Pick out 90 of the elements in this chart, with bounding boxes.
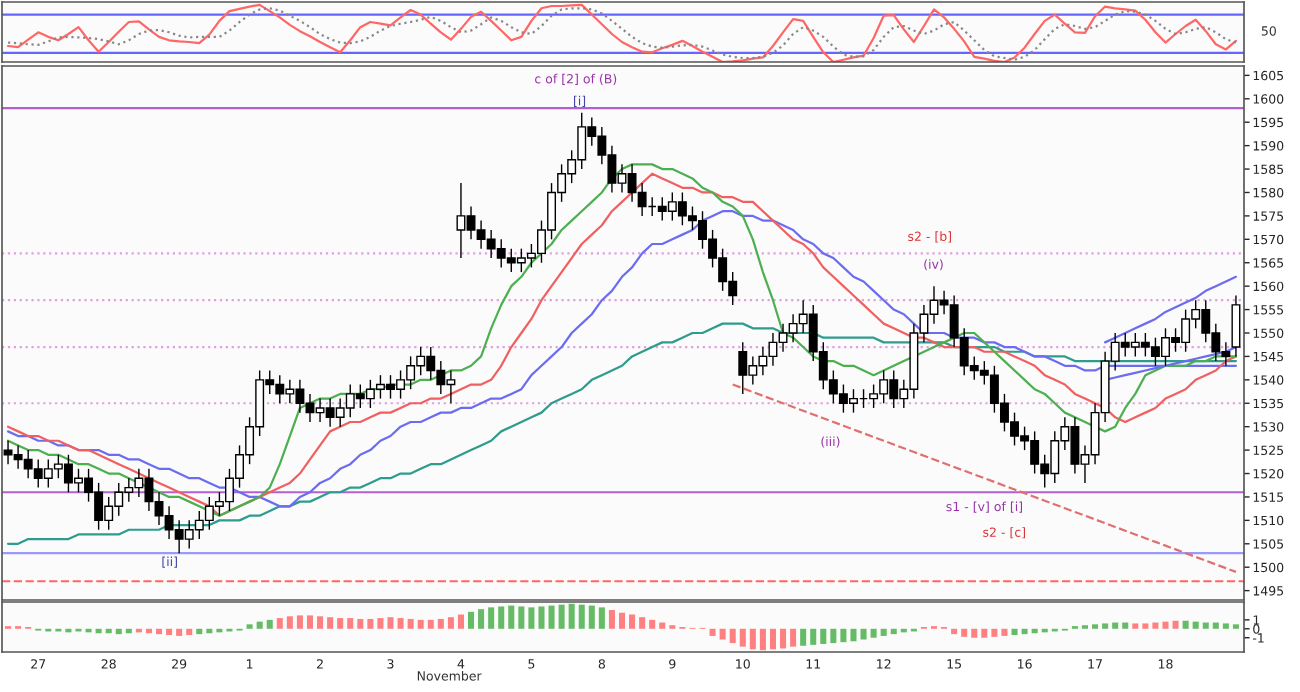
bar (407, 618, 414, 629)
bar (155, 628, 163, 635)
bar (890, 628, 897, 635)
bar (286, 616, 293, 629)
bar (528, 607, 535, 629)
bar (769, 628, 776, 650)
bar (478, 609, 485, 629)
bar (578, 604, 585, 629)
bar (568, 603, 575, 629)
bar (820, 628, 827, 644)
bar (186, 628, 193, 636)
bar (457, 614, 464, 629)
bar (538, 606, 545, 629)
bar (1172, 620, 1179, 629)
bar (266, 619, 273, 629)
bar (629, 614, 636, 629)
bar (1142, 623, 1149, 629)
bar (588, 605, 595, 629)
bar (296, 615, 303, 629)
bar (417, 619, 424, 629)
bar (1152, 622, 1159, 629)
bar (971, 628, 978, 638)
bar (749, 628, 756, 650)
bar (1182, 620, 1189, 629)
bar (1011, 628, 1018, 636)
bar (790, 628, 797, 647)
bar (880, 628, 887, 636)
bar (447, 617, 454, 629)
bar (981, 628, 988, 638)
bar (1132, 623, 1139, 629)
bar (951, 628, 958, 635)
bar (1112, 622, 1119, 629)
bar (1021, 628, 1028, 635)
bar (639, 617, 646, 629)
bar (850, 628, 857, 642)
line-series (1104, 275, 1238, 344)
bar (961, 628, 968, 637)
bar (759, 628, 766, 651)
bar (991, 628, 998, 637)
bar (508, 605, 515, 629)
bar (598, 607, 605, 629)
bar (437, 618, 444, 629)
bar (427, 619, 434, 629)
bar (649, 619, 656, 629)
bar (1162, 621, 1169, 629)
bar (1202, 622, 1209, 629)
bar (256, 621, 263, 629)
bar (870, 628, 877, 638)
bar (548, 605, 555, 629)
bar (830, 628, 837, 644)
bar (739, 628, 746, 647)
bar (357, 618, 364, 629)
bar (1102, 623, 1109, 629)
bar (166, 628, 173, 636)
bar (1001, 628, 1008, 636)
bar (115, 628, 122, 635)
candlestick (1231, 294, 1241, 358)
bar (518, 606, 525, 629)
bar (608, 610, 615, 629)
bar (176, 628, 183, 636)
bar (377, 618, 384, 629)
bar (1222, 623, 1229, 629)
bar (488, 607, 495, 629)
bar (337, 618, 344, 629)
bar (860, 628, 867, 640)
bar (729, 628, 736, 644)
bar (800, 628, 807, 646)
bar (317, 616, 324, 629)
bar (709, 628, 716, 636)
bar (618, 612, 626, 629)
bar (1192, 621, 1199, 629)
bar (468, 611, 475, 629)
bar (840, 628, 847, 643)
bar (780, 628, 787, 649)
bar (347, 618, 354, 629)
bar (558, 604, 565, 629)
bar (397, 618, 404, 629)
bar (306, 615, 313, 629)
bar (387, 617, 394, 629)
bar (659, 622, 666, 629)
bar (810, 628, 817, 645)
bar (196, 628, 203, 635)
bar (276, 618, 283, 629)
bar (1212, 622, 1219, 629)
bar (498, 606, 505, 629)
bar (719, 628, 726, 640)
line-series (731, 383, 1238, 573)
bar (1122, 622, 1129, 629)
bar (367, 618, 374, 629)
bar (327, 617, 334, 629)
